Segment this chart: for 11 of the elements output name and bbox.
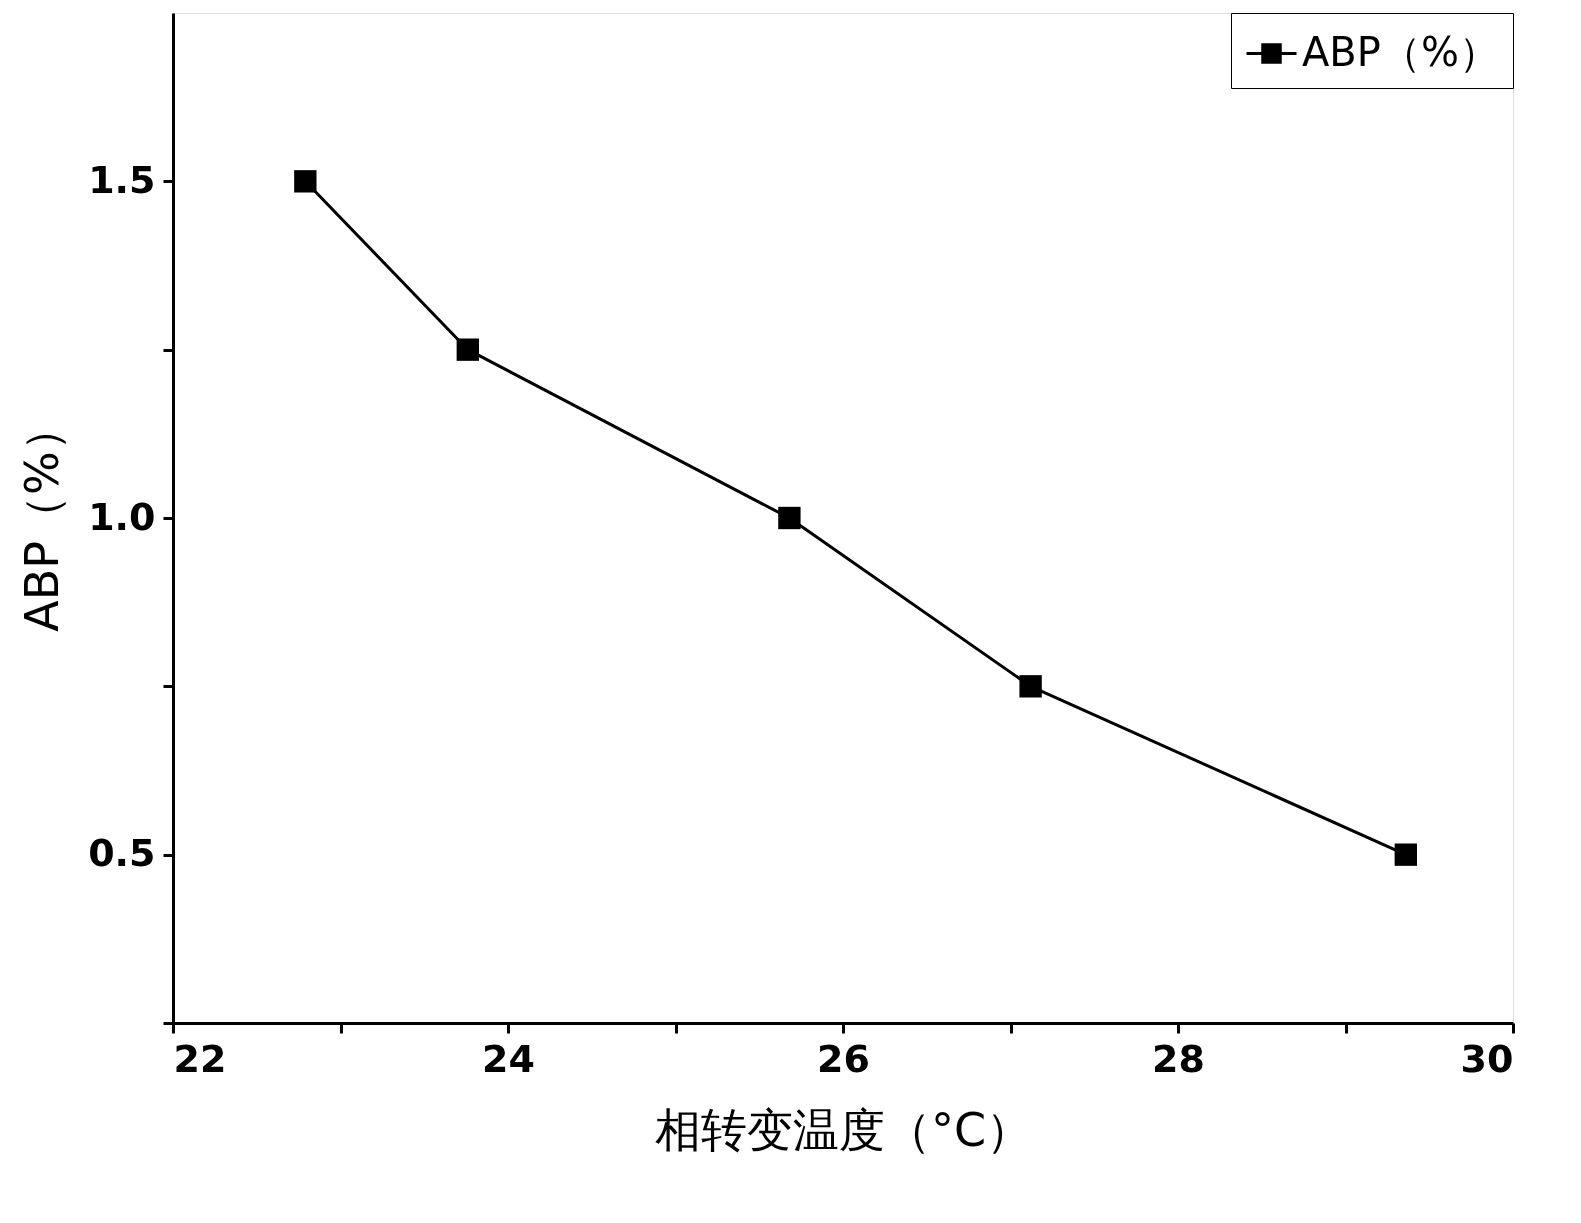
x-tick-label: 22	[173, 1036, 227, 1081]
x-tick-label: 28	[1152, 1036, 1205, 1081]
y-axis-title: ABP（%）	[15, 405, 70, 632]
legend-label: ABP（%）	[1302, 28, 1499, 75]
x-tick-label: 26	[817, 1036, 870, 1081]
y-tick-label: 0.5	[88, 831, 156, 876]
x-tick-label: 24	[482, 1036, 535, 1081]
x-tick-label: 30	[1460, 1036, 1514, 1081]
x-axis-title: 相转变温度（°C）	[654, 1102, 1033, 1157]
y-tick-label: 1.0	[88, 494, 156, 539]
y-tick-label: 1.5	[88, 157, 156, 202]
